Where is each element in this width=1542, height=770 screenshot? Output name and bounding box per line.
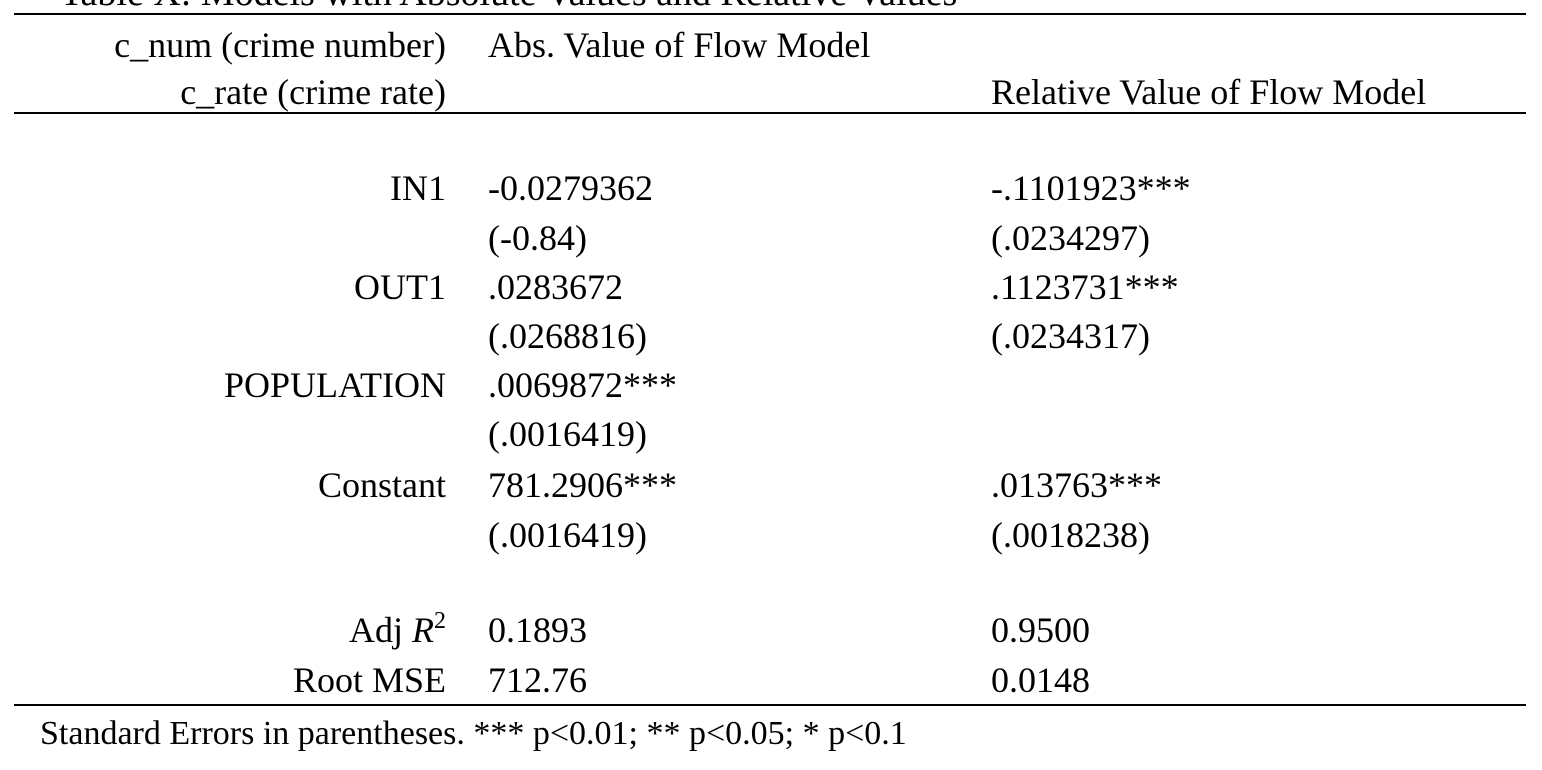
header-label-line1: c_num (crime number) [114, 25, 446, 65]
header-col2: Relative Value of Flow Model [991, 72, 1427, 112]
adj-r2-prefix: Adj [349, 610, 412, 650]
row-in1-col1: -0.0279362 [488, 168, 653, 208]
row-population-se-col1: (.0016419) [488, 414, 647, 454]
stat-adj-r2-col1: 0.1893 [488, 610, 587, 650]
row-constant-col2: .013763*** [991, 465, 1162, 505]
header-rule [14, 112, 1526, 114]
row-out1-col1: .0283672 [488, 267, 623, 307]
adj-r2-variable: R [412, 610, 434, 650]
adj-r2-superscript: 2 [434, 608, 446, 634]
stat-adj-r2-col2: 0.9500 [991, 610, 1090, 650]
row-constant-col1: 781.2906*** [488, 465, 677, 505]
row-constant-se-col1: (.0016419) [488, 515, 647, 555]
top-rule [14, 13, 1526, 15]
row-out1-col2: .1123731*** [991, 267, 1179, 307]
row-in1-col2: -.1101923*** [991, 168, 1191, 208]
stat-root-mse-col1: 712.76 [488, 660, 587, 700]
row-constant-se-col2: (.0018238) [991, 515, 1150, 555]
row-out1-se-col1: (.0268816) [488, 316, 647, 356]
row-out1-se-col2: (.0234317) [991, 316, 1150, 356]
header-label-line2: c_rate (crime rate) [180, 72, 446, 112]
stat-root-mse-col2: 0.0148 [991, 660, 1090, 700]
stat-label-root-mse: Root MSE [292, 660, 446, 700]
bottom-rule [14, 704, 1526, 706]
row-in1-se-col1: (-0.84) [488, 218, 587, 258]
row-in1-se-col2: (.0234297) [991, 218, 1150, 258]
row-label-population: POPULATION [223, 365, 446, 405]
row-label-constant: Constant [317, 465, 446, 505]
header-col1: Abs. Value of Flow Model [488, 25, 871, 65]
row-label-in1: IN1 [390, 168, 446, 208]
table-footnote: Standard Errors in parentheses. *** p<0.… [40, 715, 907, 752]
table-caption-cut: Table X: Models with Absolute Values and… [60, 0, 957, 12]
row-population-col1: .0069872*** [488, 365, 677, 405]
row-label-out1: OUT1 [354, 267, 446, 307]
stat-label-adj-r2: Adj R2 [349, 609, 446, 650]
